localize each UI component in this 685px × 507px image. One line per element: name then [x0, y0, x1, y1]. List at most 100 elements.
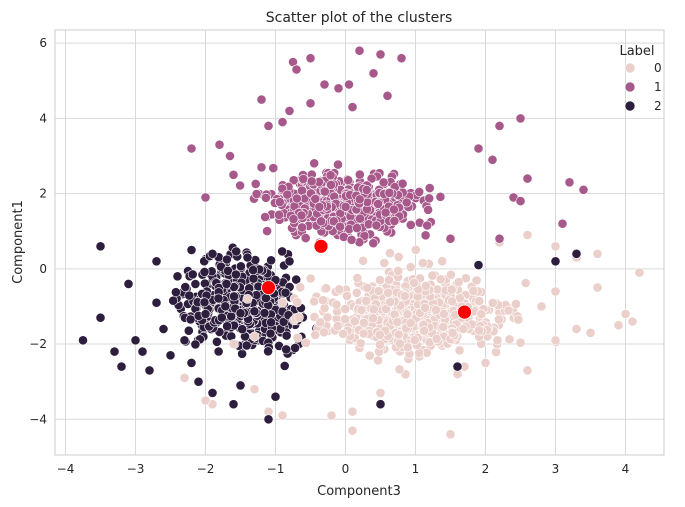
data-point-series-0	[420, 302, 430, 313]
data-point-series-0	[402, 342, 413, 353]
data-point-series-1	[268, 163, 279, 173]
data-point-series-1	[354, 194, 365, 205]
data-point-series-0	[317, 295, 328, 306]
data-point-series-0	[301, 337, 311, 348]
data-point-series-2	[221, 254, 232, 265]
data-point-series-2	[199, 297, 210, 308]
data-point-series-2	[235, 380, 246, 391]
data-point-series-1	[371, 220, 382, 231]
data-point-series-1	[401, 197, 412, 208]
data-point-series-2	[249, 306, 260, 317]
data-point-series-1	[335, 221, 345, 232]
data-point-series-0	[319, 327, 329, 338]
data-point-series-1	[305, 53, 316, 64]
data-point-series-0	[295, 282, 306, 293]
data-point-series-0	[355, 338, 366, 349]
data-point-series-2	[375, 399, 386, 410]
legend-marker-2	[624, 100, 636, 112]
data-point-series-0	[349, 316, 360, 327]
data-point-series-0	[447, 327, 458, 338]
data-point-series-0	[445, 269, 456, 280]
data-point-series-0	[392, 317, 403, 327]
data-point-series-2	[190, 279, 201, 289]
data-point-series-1	[256, 162, 267, 173]
data-point-series-2	[190, 339, 201, 350]
legend-label-1: 1	[654, 80, 662, 94]
data-point-series-2	[78, 335, 88, 346]
data-point-series-0	[402, 309, 413, 320]
data-point-series-2	[241, 340, 252, 351]
data-point-series-2	[151, 256, 162, 267]
data-point-series-0	[520, 278, 531, 288]
data-point-series-2	[290, 342, 300, 353]
data-point-series-2	[187, 269, 198, 280]
legend-marker-0	[624, 62, 636, 74]
data-point-series-0	[393, 329, 404, 340]
data-point-series-1	[186, 143, 197, 154]
data-point-series-2	[165, 350, 176, 361]
data-point-series-0	[410, 244, 421, 255]
y-axis-label: Component1	[11, 200, 26, 284]
data-point-series-1	[282, 189, 293, 200]
data-point-series-1	[380, 207, 391, 218]
data-point-series-2	[183, 325, 194, 336]
data-point-series-0	[352, 273, 363, 283]
data-point-series-0	[228, 339, 239, 349]
x-axis-label: Component3	[317, 484, 401, 499]
data-point-series-1	[200, 192, 211, 203]
legend-title: Label	[619, 44, 654, 59]
data-point-series-1	[340, 201, 351, 212]
data-point-series-1	[214, 139, 225, 150]
data-point-series-1	[296, 210, 307, 221]
data-point-series-1	[284, 106, 295, 116]
data-point-series-0	[492, 335, 503, 346]
data-point-series-1	[352, 223, 362, 233]
data-point-series-2	[116, 361, 127, 372]
data-point-series-2	[184, 290, 195, 301]
data-point-series-0	[571, 324, 582, 334]
data-point-series-1	[420, 230, 431, 241]
data-point-series-0	[503, 305, 514, 316]
data-point-series-0	[385, 297, 396, 307]
data-point-series-2	[452, 361, 463, 372]
data-point-series-0	[342, 290, 352, 301]
data-point-series-0	[405, 318, 416, 328]
data-point-series-0	[438, 321, 449, 332]
data-point-series-0	[375, 387, 386, 398]
data-point-series-0	[431, 333, 442, 344]
data-point-series-0	[437, 256, 448, 267]
y-tick-label: −2	[29, 337, 47, 351]
data-point-series-1	[225, 151, 235, 161]
data-point-series-2	[137, 346, 148, 357]
data-point-series-1	[423, 204, 433, 215]
data-point-series-1	[368, 68, 379, 79]
data-point-series-0	[277, 297, 288, 308]
data-point-series-1	[378, 177, 389, 188]
data-point-series-1	[310, 193, 321, 204]
data-point-series-2	[158, 324, 169, 334]
data-point-series-1	[319, 79, 330, 90]
legend: Label 0 1 2	[619, 44, 661, 113]
data-point-series-0	[453, 277, 464, 287]
data-point-series-0	[249, 384, 260, 395]
data-point-series-1	[298, 173, 309, 184]
data-point-series-0	[380, 304, 391, 314]
data-point-series-0	[200, 395, 211, 406]
data-point-series-1	[309, 158, 320, 169]
data-point-series-0	[592, 282, 603, 293]
data-point-series-0	[340, 304, 351, 314]
x-tick-label: 3	[552, 462, 560, 476]
data-point-series-0	[550, 286, 561, 297]
data-point-series-0	[522, 230, 533, 240]
data-point-series-1	[333, 83, 344, 94]
data-point-series-2	[95, 241, 106, 252]
data-point-series-0	[393, 265, 404, 276]
data-point-series-2	[278, 316, 289, 327]
data-point-series-2	[193, 376, 204, 387]
data-point-series-1	[288, 214, 299, 224]
data-point-series-0	[620, 309, 631, 319]
data-point-series-2	[172, 271, 183, 282]
data-point-series-1	[297, 222, 307, 233]
data-point-series-2	[144, 365, 155, 376]
